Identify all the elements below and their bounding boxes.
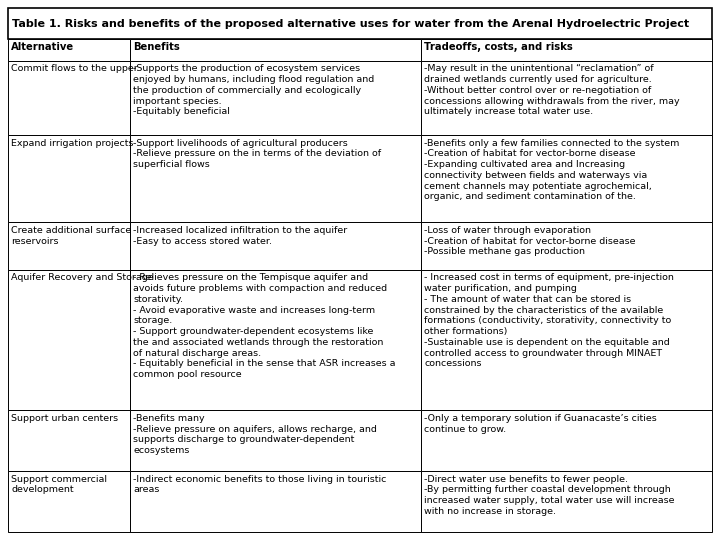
Text: -May result in the unintentional “reclamation” of
drained wetlands currently use: -May result in the unintentional “reclam…: [424, 64, 680, 117]
Bar: [8, 410, 130, 471]
Text: -Direct water use benefits to fewer people.
-By permitting further coastal devel: -Direct water use benefits to fewer peop…: [424, 475, 675, 516]
Bar: [421, 410, 712, 471]
Bar: [130, 471, 421, 532]
Text: Alternative: Alternative: [11, 42, 74, 52]
Text: Support urban centers: Support urban centers: [11, 414, 118, 423]
Text: Tradeoffs, costs, and risks: Tradeoffs, costs, and risks: [424, 42, 573, 52]
Text: - Relieves pressure on the Tempisque aquifer and
avoids future problems with com: - Relieves pressure on the Tempisque aqu…: [133, 273, 396, 379]
Bar: [421, 39, 712, 61]
Text: - Increased cost in terms of equipment, pre-injection
water purification, and pu: - Increased cost in terms of equipment, …: [424, 273, 674, 368]
Text: -Increased localized infiltration to the aquifer
-Easy to access stored water.: -Increased localized infiltration to the…: [133, 226, 348, 246]
Text: Expand irrigation projects: Expand irrigation projects: [11, 139, 133, 147]
Bar: [8, 135, 130, 222]
Bar: [421, 270, 712, 410]
Bar: [8, 222, 130, 270]
Bar: [8, 471, 130, 532]
Text: Benefits: Benefits: [133, 42, 180, 52]
Text: Table 1. Risks and benefits of the proposed alternative uses for water from the : Table 1. Risks and benefits of the propo…: [12, 18, 689, 29]
Bar: [130, 270, 421, 410]
Text: -Benefits only a few families connected to the system
-Creation of habitat for v: -Benefits only a few families connected …: [424, 139, 680, 201]
Text: -Indirect economic benefits to those living in touristic
areas: -Indirect economic benefits to those liv…: [133, 475, 387, 495]
Bar: [421, 471, 712, 532]
Bar: [8, 39, 130, 61]
Bar: [8, 61, 130, 135]
Text: -Supports the production of ecosystem services
enjoyed by humans, including floo: -Supports the production of ecosystem se…: [133, 64, 374, 117]
Bar: [130, 222, 421, 270]
Text: Commit flows to the upper: Commit flows to the upper: [11, 64, 138, 73]
Bar: [8, 270, 130, 410]
Text: -Only a temporary solution if Guanacaste’s cities
continue to grow.: -Only a temporary solution if Guanacaste…: [424, 414, 657, 434]
Bar: [130, 410, 421, 471]
Bar: [8, 8, 712, 39]
Text: Aquifer Recovery and Storage: Aquifer Recovery and Storage: [11, 273, 153, 282]
Bar: [130, 135, 421, 222]
Text: Create additional surface
reservoirs: Create additional surface reservoirs: [11, 226, 131, 246]
Text: -Loss of water through evaporation
-Creation of habitat for vector-borne disease: -Loss of water through evaporation -Crea…: [424, 226, 636, 256]
Bar: [421, 222, 712, 270]
Text: Support commercial
development: Support commercial development: [11, 475, 107, 495]
Text: -Support livelihoods of agricultural producers
-Relieve pressure on the in terms: -Support livelihoods of agricultural pro…: [133, 139, 382, 169]
Bar: [421, 61, 712, 135]
Text: -Benefits many
-Relieve pressure on aquifers, allows recharge, and
supports disc: -Benefits many -Relieve pressure on aqui…: [133, 414, 377, 455]
Bar: [130, 61, 421, 135]
Bar: [421, 135, 712, 222]
Bar: [130, 39, 421, 61]
